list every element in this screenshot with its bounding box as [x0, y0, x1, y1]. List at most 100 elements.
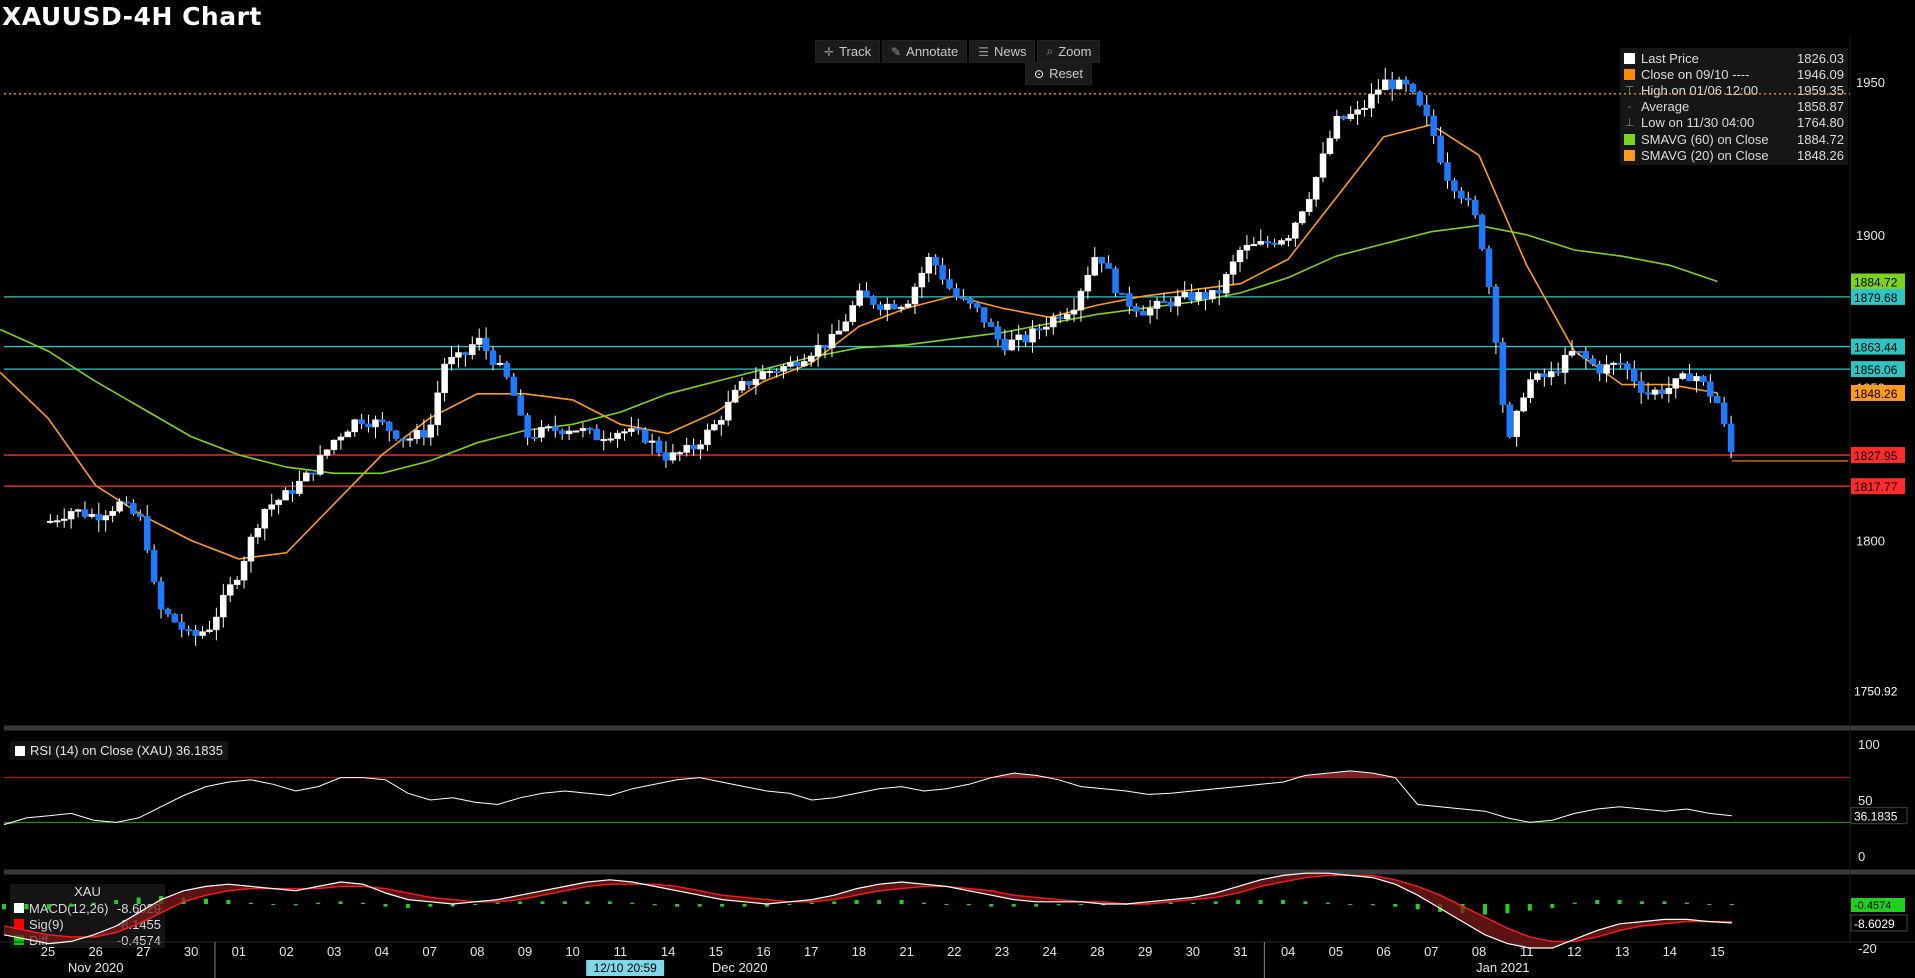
candle-body [1686, 373, 1693, 382]
candle-body [780, 366, 787, 372]
price-label-box [1851, 288, 1905, 305]
candle-body [330, 439, 338, 451]
candle-body [531, 437, 538, 440]
candle-body [683, 444, 690, 453]
candle-body [510, 376, 518, 396]
candle-body [206, 629, 213, 632]
candle-body [766, 370, 773, 373]
candle-body [1471, 199, 1479, 216]
candle-body [572, 430, 580, 433]
macd-diff-bar [2, 904, 6, 910]
x-day-label: 23 [995, 944, 1009, 959]
candle-body [441, 363, 448, 394]
candle-body [1430, 115, 1437, 136]
candle-body [254, 527, 262, 538]
candle-body [365, 423, 372, 428]
candle-body [801, 361, 808, 367]
x-day-label: 24 [1042, 944, 1056, 959]
candle-body [711, 424, 718, 431]
candle-body [1029, 328, 1036, 343]
candle-body [932, 257, 939, 266]
x-day-label: 22 [947, 944, 961, 959]
candle-body [1112, 268, 1119, 294]
candle-body [1554, 371, 1562, 374]
candle-body [635, 428, 642, 431]
legend-row-smavg60: SMAVG (60) on Close 1884.72 [1624, 131, 1844, 147]
macd-signal-fill [4, 873, 1732, 948]
candle-body [890, 303, 898, 309]
news-label: News [993, 44, 1027, 59]
candle-body [980, 307, 988, 323]
reset-label: Reset [1049, 66, 1084, 81]
macd-diff-bar [383, 904, 388, 907]
macd-diff-bar [540, 901, 545, 904]
annotate-button[interactable]: ✎ Annotate [882, 40, 968, 63]
candle-body [309, 472, 317, 475]
reset-button[interactable]: ⊙ Reset [1025, 62, 1093, 85]
macd-diff-bar [809, 902, 814, 904]
macd-diff-bar [1482, 904, 1487, 915]
legend-label: Last Price [1641, 50, 1699, 66]
x-day-label: 11 [614, 944, 628, 959]
candle-body [1361, 107, 1368, 110]
macd-diff-bar [989, 904, 994, 907]
candle-body [1022, 334, 1029, 343]
candle-body [358, 419, 365, 425]
candle-body [1216, 290, 1223, 294]
macd-diff-bar [473, 904, 478, 905]
candle-body [303, 472, 310, 482]
macd-diff-bar [1505, 904, 1510, 914]
magnifier-icon: ⌕ [1046, 44, 1054, 58]
candle-body [427, 424, 435, 438]
macd-diff-bar [1079, 904, 1084, 905]
candle-body [448, 356, 455, 365]
rsi-value-label: 36.1835 [1854, 810, 1898, 824]
zoom-button[interactable]: ⌕ Zoom [1037, 40, 1101, 63]
price-label-box [1851, 273, 1905, 290]
price-tick-label: 1800 [1856, 534, 1885, 549]
news-button[interactable]: ☰ News [969, 40, 1036, 63]
track-button[interactable]: ✛ Track [815, 40, 881, 63]
x-day-label: 13 [1615, 944, 1629, 959]
macd-diff-bar [854, 900, 859, 904]
x-day-label: 17 [804, 944, 818, 959]
candle-body [289, 490, 296, 494]
candle-body [1195, 292, 1202, 301]
candle-body [47, 520, 54, 523]
candle-body [904, 303, 912, 308]
candle-body [1720, 402, 1728, 425]
x-day-label: 09 [518, 944, 532, 959]
candle-body [74, 509, 82, 512]
x-day-label: 27 [136, 944, 150, 959]
candle-body [1326, 138, 1334, 155]
x-day-label: 08 [470, 944, 484, 959]
candle-body [1001, 338, 1009, 351]
legend-value: 1764.80 [1797, 115, 1844, 131]
candle-body [1541, 373, 1548, 378]
candle-body [1714, 396, 1721, 404]
candle-body [835, 330, 843, 335]
legend-value: 1848.26 [1797, 147, 1844, 163]
candle-body [863, 290, 870, 297]
macd-diff-bar [630, 902, 635, 904]
macd-diff-bar [136, 897, 141, 904]
candle-body [192, 630, 199, 636]
x-day-label: 30 [184, 944, 198, 959]
candle-body [344, 431, 352, 438]
candle-body [773, 370, 780, 373]
macd-legend-header: XAU [74, 884, 101, 899]
macd-diff-bar [1213, 901, 1218, 904]
candle-body [745, 381, 753, 386]
annotate-label: Annotate [906, 44, 959, 59]
x-day-label: 25 [41, 944, 55, 959]
candle-body [233, 579, 241, 585]
x-day-label: 02 [279, 944, 293, 959]
macd-legend-value: -0.4574 [116, 932, 161, 948]
candle-body [1188, 292, 1195, 301]
legend-label: SMAVG (60) on Close [1641, 131, 1769, 147]
candle-body [1354, 109, 1361, 115]
candle-body [503, 362, 511, 378]
candle-body [1250, 244, 1258, 247]
candle-body [1707, 381, 1714, 397]
